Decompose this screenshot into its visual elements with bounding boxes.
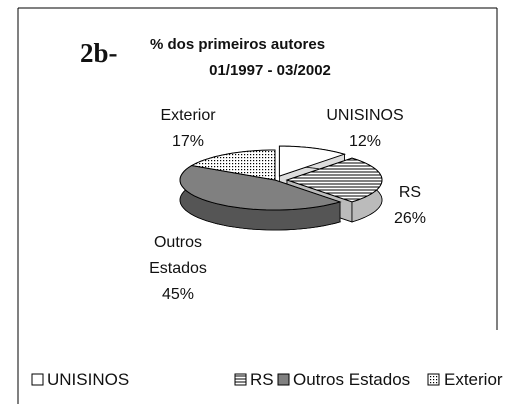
category-label: Exterior bbox=[160, 107, 216, 124]
category-label: UNISINOS bbox=[326, 107, 404, 124]
slice bbox=[179, 164, 342, 211]
legend bbox=[31, 373, 440, 386]
chart-subtitle: 01/1997 - 03/2002 bbox=[209, 62, 331, 79]
legend-swatch bbox=[427, 373, 440, 386]
legend-label: UNISINOS bbox=[47, 370, 130, 389]
legend-swatch bbox=[277, 373, 290, 386]
pie bbox=[179, 145, 383, 231]
slice bbox=[278, 145, 347, 177]
slice-label: Outros Estados 45% bbox=[138, 230, 218, 308]
legend-label: RS bbox=[250, 370, 274, 389]
data-label: 26% bbox=[393, 210, 427, 227]
slice-label: Exterior 17% bbox=[143, 103, 233, 155]
data-label: 17% bbox=[171, 133, 205, 150]
slice bbox=[190, 149, 276, 181]
legend-label: Outros Estados bbox=[293, 370, 411, 389]
figure-label: 2b- bbox=[80, 38, 118, 68]
category-label: Outros Estados bbox=[149, 234, 207, 277]
chart-title: % dos primeiros autores bbox=[150, 36, 326, 53]
data-label: 45% bbox=[161, 286, 195, 303]
legend-swatch bbox=[31, 373, 44, 386]
category-label: RS bbox=[398, 184, 422, 201]
data-label: 12% bbox=[348, 133, 382, 150]
slice-label: UNISINOS 12% bbox=[310, 103, 420, 155]
legend-label: Exterior bbox=[444, 370, 503, 389]
slice-label: RS 26% bbox=[370, 180, 450, 232]
slice bbox=[285, 157, 383, 203]
legend-swatch bbox=[234, 373, 247, 386]
